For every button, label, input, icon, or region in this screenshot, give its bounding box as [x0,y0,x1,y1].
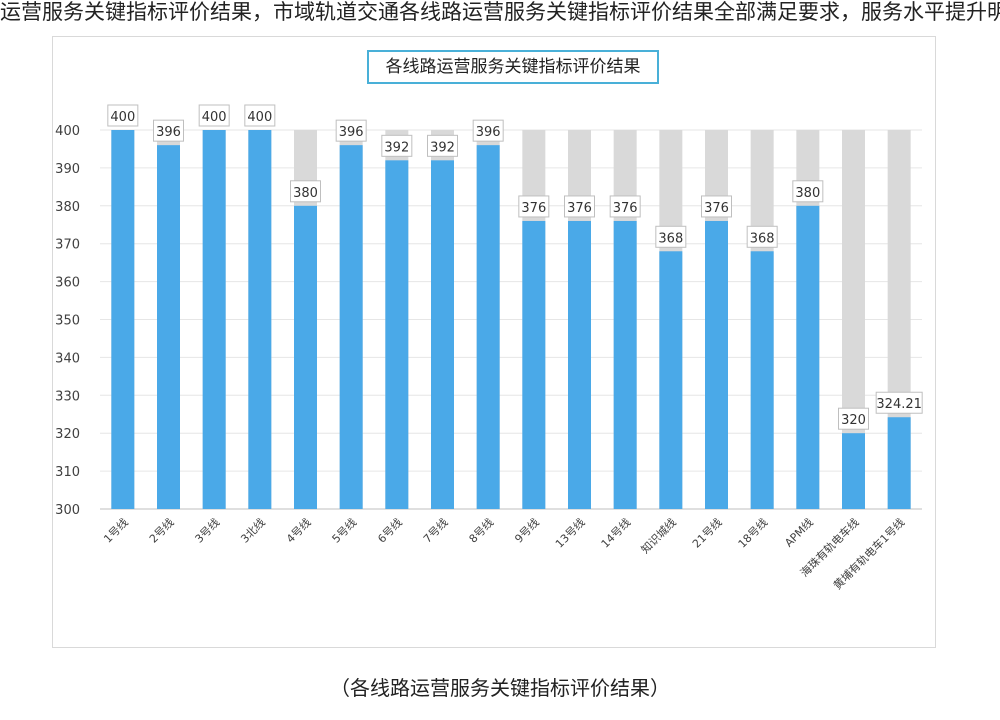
data-label: 376 [521,201,546,216]
value-bar [202,130,226,509]
value-bar [294,205,317,510]
value-bar [705,220,728,509]
data-label: 396 [476,125,501,140]
data-label-box [875,391,923,414]
data-label-box [655,225,687,248]
data-label: 376 [704,201,729,216]
data-label: 400 [110,110,135,125]
data-label-box [244,104,276,127]
y-tick-label: 390 [55,162,80,177]
data-label-box [701,195,732,218]
data-label-box [198,104,230,127]
data-label-box [609,195,641,218]
data-label: 392 [384,140,409,155]
y-tick-label: 340 [55,351,80,366]
value-bar [431,160,454,509]
x-tick-label: 8号线 [466,515,496,545]
data-label-box [746,225,778,248]
data-label: 392 [430,140,455,155]
data-label-box [153,119,184,142]
value-bar [385,160,409,509]
max-bar [887,130,911,509]
y-tick-label: 300 [55,503,80,518]
data-label-box [107,104,139,127]
data-label: 380 [795,186,820,201]
data-label-box [427,134,458,157]
data-label-box [564,195,595,218]
value-bar [750,251,774,509]
chart-title: 各线路运营服务关键指标评价结果 [367,50,659,84]
data-label-box [290,180,321,203]
x-tick-label: 知识城线 [638,515,679,556]
data-label: 324.21 [876,397,922,412]
value-bar [157,145,180,509]
x-tick-label: 9号线 [512,515,542,545]
data-label: 400 [202,110,227,125]
x-tick-label: 7号线 [420,515,450,545]
y-tick-label: 400 [55,124,80,139]
value-bar [111,130,135,509]
data-label: 396 [156,125,181,140]
value-bar [887,417,911,509]
data-label: 368 [750,231,775,246]
y-tick-label: 370 [55,238,80,253]
data-label: 368 [658,231,683,246]
value-bar [339,145,363,509]
page-top-text: 运营服务关键指标评价结果，市域轨道交通各线路运营服务关键指标评价结果全部满足要求… [0,0,1000,22]
value-bar [476,145,500,509]
value-bar [248,130,272,509]
y-tick-label: 310 [55,465,80,480]
y-tick-label: 380 [55,200,80,215]
data-label: 396 [339,125,364,140]
x-tick-label: 6号线 [375,515,405,545]
value-bar [796,205,820,510]
value-bar [659,251,683,509]
value-bar [522,220,546,509]
figure-caption: （各线路运营服务关键指标评价结果） [330,676,670,700]
y-tick-label: 360 [55,276,80,291]
y-tick-label: 330 [55,389,80,404]
data-label-box [381,134,413,157]
x-tick-label: 4号线 [283,515,313,545]
x-tick-label: 18号线 [735,515,770,550]
x-tick-label: APM线 [782,515,816,549]
data-label-box [518,195,550,218]
data-label: 320 [841,413,866,428]
x-tick-label: 13号线 [552,515,587,550]
x-tick-label: 3号线 [192,515,222,545]
data-label: 376 [613,201,638,216]
x-tick-label: 21号线 [689,515,724,550]
data-label-box [472,119,504,142]
x-tick-label: 1号线 [101,515,131,545]
value-bar [613,220,637,509]
data-label-box [335,119,367,142]
value-bar [568,220,591,509]
data-label-box [838,407,869,430]
data-label: 380 [293,186,318,201]
data-label: 376 [567,201,592,216]
x-tick-label: 5号线 [329,515,359,545]
data-label: 400 [247,110,272,125]
y-tick-label: 320 [55,427,80,442]
value-bar [842,433,865,509]
x-tick-label: 3北线 [238,515,268,545]
y-tick-label: 350 [55,314,80,329]
x-tick-label: 2号线 [146,515,176,545]
data-label-box [792,180,824,203]
x-tick-label: 14号线 [598,515,633,550]
